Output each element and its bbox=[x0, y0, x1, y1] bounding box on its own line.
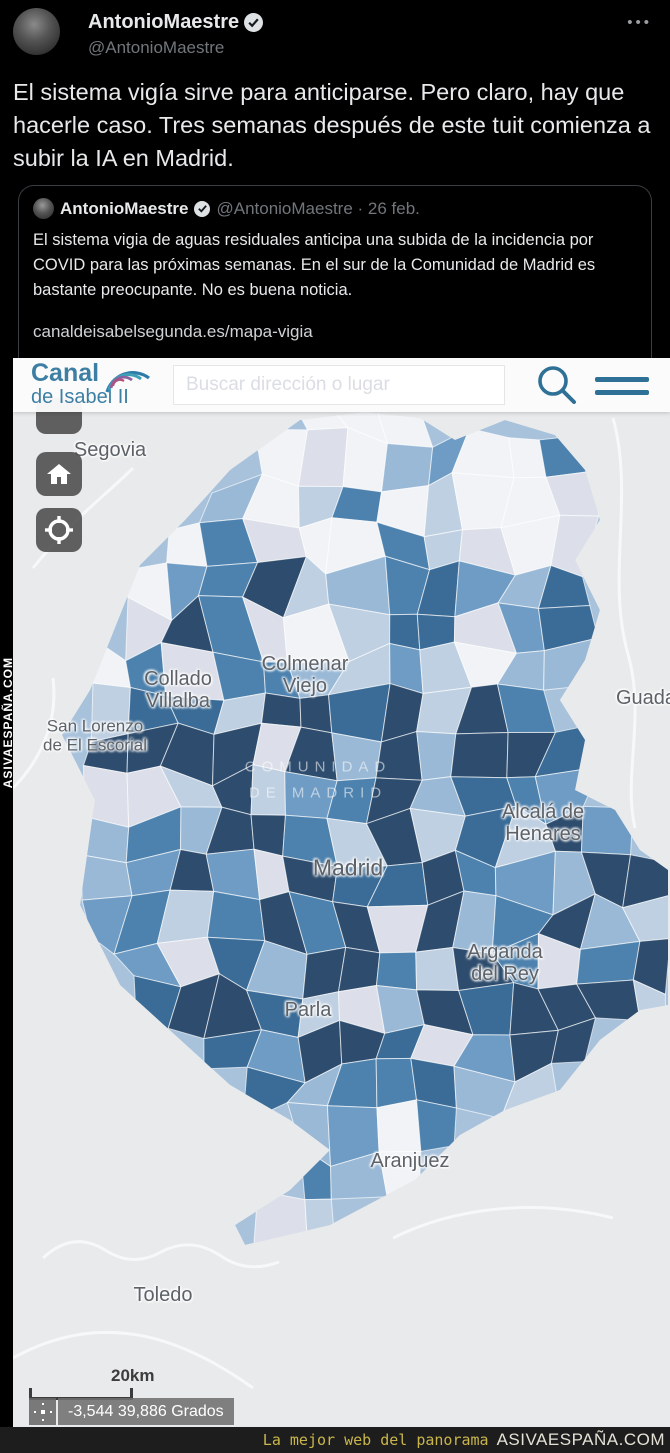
quoted-verified-badge-icon bbox=[194, 200, 211, 217]
side-watermark: ASIVAESPAÑA.COM bbox=[0, 657, 15, 789]
logo-line1: Canal bbox=[31, 359, 100, 387]
road-line bbox=[611, 417, 637, 829]
quoted-handle-date: @AntonioMaestre · 26 feb. bbox=[216, 198, 420, 218]
author-handle[interactable]: @AntonioMaestre bbox=[88, 38, 225, 57]
municipality-cell bbox=[337, 946, 381, 993]
road-line bbox=[392, 1206, 614, 1240]
map-place-label: Alcalá de Henares bbox=[501, 801, 585, 845]
map-place-label: Arganda del Rey bbox=[467, 941, 543, 985]
scale-bar: 20km bbox=[29, 1366, 154, 1400]
coordinates-value: -3,544 39,886 Grados bbox=[58, 1398, 234, 1425]
municipality-cell bbox=[260, 692, 302, 728]
road-line bbox=[13, 677, 56, 790]
author-name-row: AntonioMaestre bbox=[88, 11, 264, 34]
home-button[interactable] bbox=[36, 452, 82, 496]
municipality-cell bbox=[416, 1099, 457, 1152]
footer-bar: La mejor web del panorama ASIVAESPAÑA.CO… bbox=[0, 1427, 670, 1453]
verified-badge-icon bbox=[244, 13, 264, 32]
map-place-label: Collado Villalba bbox=[144, 668, 212, 712]
logo-arcs-icon bbox=[105, 371, 150, 393]
quoted-tweet-header: AntonioMaestre @AntonioMaestre · 26 feb. bbox=[33, 198, 637, 219]
quoted-tweet-link[interactable]: canaldeisabelsegunda.es/mapa-vigia bbox=[33, 322, 313, 341]
municipality-cell bbox=[380, 442, 434, 493]
region-ghost-label: COMUNIDAD DE MADRID bbox=[244, 758, 392, 802]
map-place-label: Guada bbox=[615, 687, 670, 709]
municipality-cell bbox=[253, 1190, 309, 1245]
road-line bbox=[13, 1330, 254, 1390]
author-name[interactable]: AntonioMaestre bbox=[88, 11, 240, 33]
menu-icon[interactable] bbox=[595, 377, 649, 403]
choropleth-map bbox=[13, 412, 668, 1390]
map-place-label: Parla bbox=[284, 999, 332, 1021]
municipality-cell bbox=[304, 1198, 336, 1245]
quoted-tweet-card[interactable]: AntonioMaestre @AntonioMaestre · 26 feb.… bbox=[18, 185, 652, 358]
map-place-label: Colmenar Viejo bbox=[261, 653, 349, 697]
quoted-author-avatar bbox=[33, 198, 54, 219]
locate-button[interactable] bbox=[36, 508, 82, 552]
search-icon[interactable] bbox=[535, 363, 579, 407]
home-icon bbox=[47, 464, 71, 484]
scale-label: 20km bbox=[111, 1366, 155, 1385]
municipality-cell bbox=[375, 951, 418, 991]
municipality-cell bbox=[376, 1099, 422, 1153]
logo-line2: de Isabel II bbox=[31, 386, 129, 408]
footer-tagline: La mejor web del panorama bbox=[262, 1431, 489, 1449]
quoted-author-name: AntonioMaestre bbox=[60, 198, 189, 218]
map-place-label: Aranjuez bbox=[370, 1150, 450, 1172]
municipality-cell bbox=[286, 1101, 332, 1168]
municipality-cell bbox=[580, 805, 634, 856]
municipality-cell bbox=[375, 1057, 418, 1109]
municipality-cell bbox=[538, 432, 601, 478]
municipality-cell bbox=[82, 764, 130, 828]
more-menu-icon[interactable] bbox=[627, 14, 652, 31]
municipality-cell bbox=[415, 946, 460, 992]
map-viewport[interactable]: COMUNIDAD DE MADRID Canal de Isabel II bbox=[13, 358, 670, 1427]
choropleth-cells bbox=[62, 412, 668, 1245]
coordinates-badge: -3,544 39,886 Grados bbox=[29, 1398, 234, 1425]
municipality-cell bbox=[450, 731, 509, 779]
road-line bbox=[31, 466, 135, 569]
footer-site-name[interactable]: ASIVAESPAÑA.COM bbox=[496, 1430, 665, 1449]
municipality-cell bbox=[416, 731, 457, 781]
municipality-cell bbox=[206, 890, 266, 942]
tweet-text: El sistema vigía sirve para anticiparse.… bbox=[13, 79, 651, 171]
crosshair-icon bbox=[45, 516, 73, 544]
search-input[interactable] bbox=[173, 365, 505, 405]
pan-crosshair-icon bbox=[29, 1398, 56, 1425]
road-line bbox=[41, 1240, 280, 1269]
map-place-label: San Lorenzo de El Escorial bbox=[43, 716, 147, 754]
municipality-cell bbox=[621, 893, 668, 942]
canal-isabel-logo[interactable]: Canal de Isabel II bbox=[31, 359, 129, 408]
municipality-cell bbox=[299, 694, 333, 734]
map-place-label: Madrid bbox=[312, 854, 384, 881]
map-place-label: Toledo bbox=[133, 1284, 193, 1306]
map-place-label: Segovia bbox=[73, 439, 147, 461]
quoted-tweet-text: El sistema vigia de aguas residuales ant… bbox=[33, 231, 596, 299]
map-header-bar: Canal de Isabel II bbox=[13, 358, 670, 412]
author-avatar[interactable] bbox=[13, 8, 60, 55]
